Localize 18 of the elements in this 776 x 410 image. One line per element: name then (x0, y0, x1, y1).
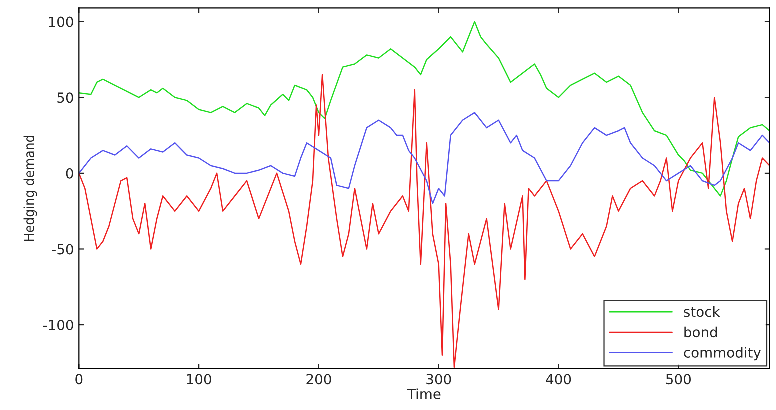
y-axis-title: Hedging demand (24, 136, 38, 242)
y-tick-label: 50 (58, 92, 74, 104)
y-tick-label: -100 (43, 320, 74, 331)
y-tick-label: 0 (66, 168, 74, 179)
x-tick-label: 400 (546, 374, 572, 385)
line-series (79, 112, 770, 204)
legend-label: stock (684, 306, 720, 318)
x-tick-label: 500 (666, 374, 691, 385)
x-tick-label: 200 (306, 374, 332, 385)
x-tick-label: 100 (187, 374, 212, 385)
line-series (79, 21, 770, 197)
x-axis-title: Time (407, 388, 441, 400)
y-tick-label: 100 (49, 16, 74, 28)
legend-label: bond (684, 326, 718, 338)
x-tick-label: 300 (426, 374, 452, 385)
x-tick-label: 0 (76, 374, 83, 385)
y-tick-label: -50 (52, 244, 74, 255)
legend-label: commodity (684, 347, 762, 361)
